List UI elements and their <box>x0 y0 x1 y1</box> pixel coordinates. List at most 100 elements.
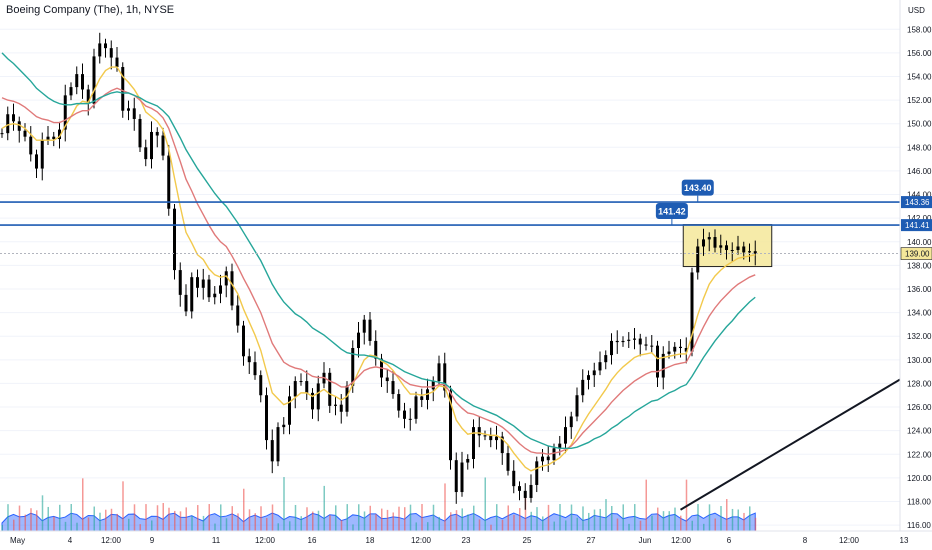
y-tick-label: 146.00 <box>907 167 932 176</box>
volume-bar <box>312 511 314 531</box>
candle-body <box>17 121 21 131</box>
volume-bar <box>24 514 26 531</box>
candle-body <box>460 462 464 493</box>
x-tick-label: 16 <box>308 536 317 545</box>
volume-bar <box>450 512 452 531</box>
volume-bar <box>110 508 113 531</box>
volume-bar <box>214 523 216 531</box>
volume-bar <box>674 507 676 531</box>
candle-body <box>351 348 355 386</box>
candle-body <box>127 108 130 111</box>
candle-body <box>75 74 79 88</box>
candle-body <box>311 392 314 410</box>
volume-bar <box>421 504 423 531</box>
candle-body <box>656 345 659 378</box>
candle-body <box>368 319 372 341</box>
candle-body <box>132 108 136 119</box>
volume-bar <box>162 503 164 531</box>
candle-body <box>46 136 50 141</box>
y-tick-label: 144.00 <box>907 191 932 200</box>
candle-body <box>391 381 395 395</box>
candle-body <box>673 346 677 352</box>
volume-bar <box>283 477 285 531</box>
volume-bar <box>317 510 320 531</box>
volume-bar <box>197 505 199 531</box>
y-tick-label: 158.00 <box>907 25 932 34</box>
candle-body <box>63 95 67 130</box>
candle-body <box>707 237 711 240</box>
volume-bar <box>300 516 302 531</box>
candle-body <box>690 272 694 352</box>
volume-bar <box>547 504 550 531</box>
volume-bar <box>128 518 130 531</box>
candle-body <box>535 461 539 485</box>
price-axis-bg <box>900 0 932 550</box>
volume-bar <box>415 522 417 531</box>
candle-body <box>541 456 544 462</box>
candle-body <box>592 370 596 376</box>
candle-body <box>316 383 320 410</box>
volume-bar <box>358 504 360 531</box>
volume-bar <box>404 507 406 531</box>
candle-body <box>684 348 688 352</box>
x-tick-label: 12:00 <box>671 536 692 545</box>
volume-bar <box>64 521 67 531</box>
candle-body <box>598 362 602 371</box>
y-tick-label: 126.00 <box>907 403 932 412</box>
candle-body <box>713 237 717 248</box>
candle-body <box>58 129 61 140</box>
volume-bar <box>122 481 124 531</box>
volume-bar <box>524 491 527 531</box>
volume-bar <box>179 511 182 531</box>
volume-bar <box>628 523 630 531</box>
volume-bar <box>76 522 78 531</box>
candle-body <box>29 136 33 155</box>
candle-body <box>431 381 435 390</box>
y-tick-label: 152.00 <box>907 96 932 105</box>
volume-bar <box>13 519 15 531</box>
candle-body <box>523 490 527 498</box>
volume-bar <box>438 516 440 531</box>
candle-body <box>546 456 550 461</box>
volume-bar <box>254 513 256 531</box>
volume-bar <box>36 510 38 531</box>
volume-bar <box>427 522 429 531</box>
volume-bar <box>576 517 578 531</box>
currency-label: USD <box>908 6 925 15</box>
candle-body <box>190 277 194 312</box>
volume-bar <box>231 506 233 531</box>
x-tick-label: 12:00 <box>411 536 432 545</box>
candle-body <box>437 363 441 382</box>
volume-bar <box>133 504 136 531</box>
volume-bar <box>116 513 118 531</box>
y-tick-label: 142.00 <box>907 214 932 223</box>
candle-body <box>86 89 90 104</box>
candle-body <box>454 460 458 493</box>
candle-body <box>449 390 452 461</box>
volume-bar <box>398 506 400 531</box>
volume-bar <box>651 515 653 531</box>
candle-body <box>512 470 516 487</box>
volume-bar <box>352 524 354 531</box>
candle-body <box>35 154 38 169</box>
volume-bar <box>467 514 469 531</box>
volume-bar <box>294 504 297 531</box>
candle-body <box>587 375 590 380</box>
volume-bar <box>289 521 291 531</box>
candle-body <box>299 381 303 383</box>
y-tick-label: 156.00 <box>907 49 932 58</box>
price-tag-label: 141.41 <box>905 221 930 230</box>
candle-body <box>334 404 337 406</box>
chart-title: Boeing Company (The), 1h, NYSE <box>6 4 175 16</box>
volume-bar <box>432 504 435 531</box>
candle-body <box>242 325 245 357</box>
candle-body <box>253 362 257 376</box>
candle-body <box>495 436 498 441</box>
price-tag <box>901 196 932 209</box>
volume-bar <box>363 511 366 531</box>
x-tick-label: 12:00 <box>255 536 276 545</box>
y-tick-label: 154.00 <box>907 72 932 81</box>
volume-bar <box>737 509 739 531</box>
y-tick-label: 116.00 <box>907 521 931 530</box>
